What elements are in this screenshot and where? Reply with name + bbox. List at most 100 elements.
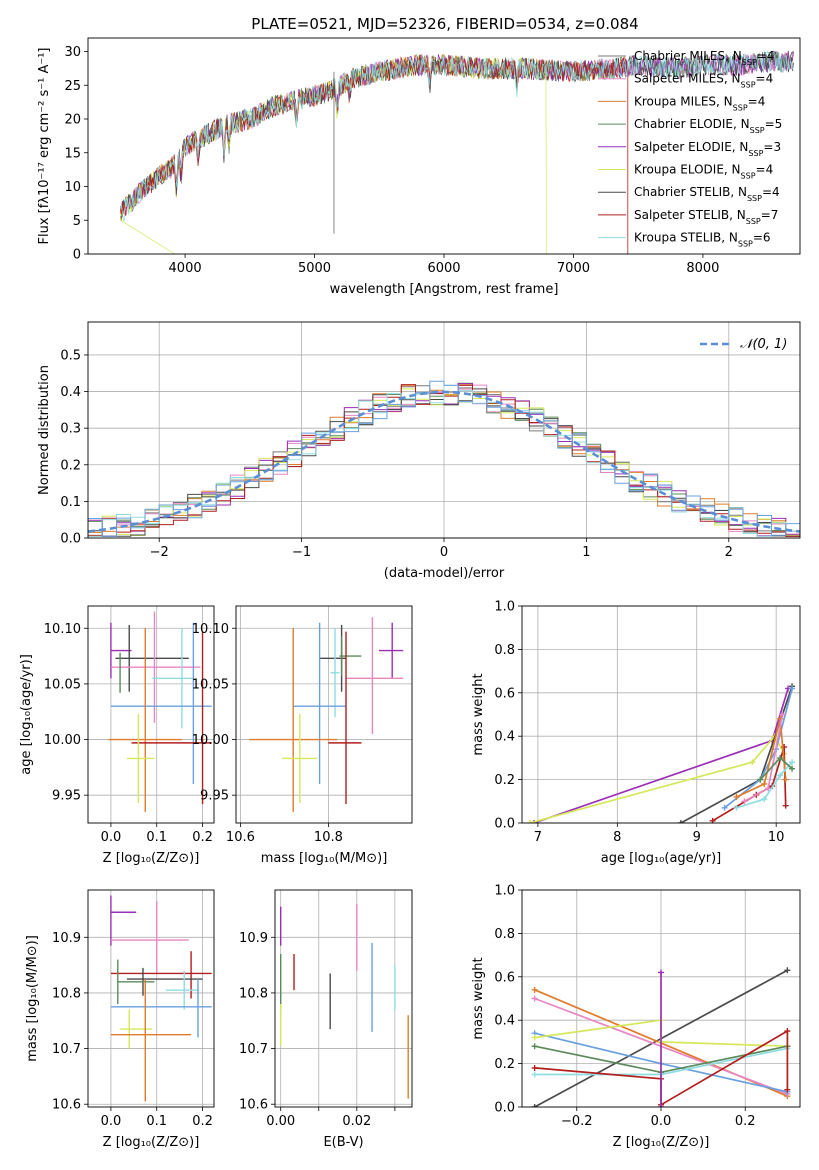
weight-marker [677, 820, 684, 823]
errorbar-point [249, 628, 338, 812]
y-tick-label: 0.0 [60, 532, 81, 547]
y-tick-label: 0.2 [494, 773, 515, 788]
axes-frame [87, 605, 215, 824]
weight-marker [782, 802, 789, 809]
spectrum-lines [120, 49, 794, 254]
y-tick-label: 30 [64, 45, 81, 60]
age_vs_Z-points [108, 611, 212, 812]
figure-title: PLATE=0521, MJD=52326, FIBERID=0534, z=0… [251, 15, 638, 33]
weight-line [736, 718, 787, 798]
errorbar-point [293, 622, 346, 785]
errorbar-point [339, 636, 362, 677]
legend-label: Salpeter MILES, NSSP=4 [634, 72, 773, 90]
weight-marker [721, 804, 728, 811]
legend-label: Kroupa STELIB, NSSP=6 [634, 231, 771, 249]
x-tick-label: 0.2 [192, 1114, 213, 1129]
y-tick-label: 10.6 [52, 1098, 81, 1113]
x-axis-label: E(B-V) [323, 1135, 363, 1150]
axes-frame [521, 889, 801, 1108]
weight-marker [761, 780, 768, 787]
spectrum-series-line [120, 53, 629, 254]
weight-marker [658, 969, 664, 976]
x-tick-label: 0.0 [651, 1114, 672, 1129]
x-tick-label: 0.1 [146, 830, 167, 845]
axes-frame [521, 605, 801, 824]
y-tick-label: 0.4 [494, 1014, 515, 1029]
errorbar-point [110, 979, 212, 1038]
x-axis-label: Z [log₁₀(Z/Z⊙)] [103, 851, 200, 866]
x-tick-label: −0.2 [561, 1114, 593, 1129]
y-tick-label: 1.0 [494, 600, 515, 615]
weight-marker [757, 776, 764, 783]
y-tick-label: 0.8 [494, 927, 515, 942]
x-axis-label: (data-model)/error [384, 566, 505, 581]
x-tick-label: 0 [440, 545, 448, 560]
y-tick-label: 10.9 [239, 931, 268, 946]
x-tick-label: 5000 [298, 261, 331, 276]
errorbar-point [115, 624, 189, 692]
legend-label: Salpeter STELIB, NSSP=7 [634, 208, 778, 226]
errorbar-point [379, 622, 404, 679]
age_vs_Z-axes: 0.0 0.1 0.2 9.95 10.00 10.05 10.10 Z [log₁₀(Z/Z… [19, 605, 215, 866]
spectrum-series-line [120, 54, 629, 254]
y-tick-label: 10.9 [52, 931, 81, 946]
legend-label: Kroupa MILES, NSSP=4 [634, 94, 765, 112]
errorbar-point [110, 895, 137, 946]
age_vs_mass-axes: 10.6 10.8 9.95 10.00 10.05 10.10 mass [log₁₀(M… [192, 605, 413, 866]
y-tick-label: 10.00 [44, 733, 81, 748]
x-axis-label: Z [log₁₀(Z/Z⊙)] [103, 1135, 200, 1150]
y-tick-label: 9.95 [200, 789, 229, 804]
y-tick-label: 0.6 [494, 970, 515, 985]
weight-marker [789, 765, 796, 772]
y-tick-label: 10.8 [52, 986, 81, 1001]
x-tick-label: 6000 [427, 261, 460, 276]
weight-marker [531, 995, 538, 1002]
y-tick-label: 10.10 [192, 622, 229, 637]
y-tick-label: 0.0 [494, 817, 515, 832]
x-tick-label: 9 [693, 830, 701, 845]
x-tick-label: 10.6 [226, 830, 255, 845]
weight_vs_age-lines [526, 683, 796, 823]
errorbar-point [117, 959, 155, 1005]
mass_vs_ebv-axes: 0.00 0.02 10.6 10.7 10.8 10.9 E(B-V) [239, 889, 413, 1150]
x-tick-label: 10.8 [314, 830, 343, 845]
x-axis-label: mass [log₁₀(M/M⊙)] [261, 851, 388, 866]
y-tick-label: 0.3 [60, 422, 81, 437]
legend-label: Chabrier STELIB, NSSP=4 [634, 185, 780, 203]
weight-marker [749, 759, 756, 766]
x-tick-label: 8 [613, 830, 621, 845]
weight-marker [779, 711, 786, 718]
errorbar-point [110, 979, 192, 1102]
legend-label: Chabrier ELODIE, NSSP=5 [634, 117, 782, 135]
weight-marker [789, 759, 796, 766]
x-tick-label: 0.2 [735, 1114, 756, 1129]
y-tick-label: 1.0 [494, 884, 515, 899]
weight-marker [531, 1043, 538, 1050]
weight-marker [789, 685, 796, 692]
weight-marker [531, 1034, 538, 1041]
weight-marker [741, 798, 748, 805]
y-tick-label: 25 [64, 79, 81, 94]
errorbar-point [110, 951, 212, 999]
y-tick-label: 10.05 [44, 677, 81, 692]
x-tick-label: 0.00 [266, 1114, 295, 1129]
errorbar-point [346, 617, 404, 734]
weight-marker [777, 772, 784, 779]
weight-line [529, 734, 785, 823]
spectrum-series-line [120, 49, 794, 222]
x-tick-label: 4000 [169, 261, 202, 276]
y-axis-label: Flux [fλ10⁻¹⁷ erg cm⁻² s⁻¹ A⁻¹] [37, 48, 52, 245]
y-tick-label: 0.2 [60, 458, 81, 473]
y-axis-label: age [log₁₀(age/yr)] [19, 654, 34, 775]
y-tick-label: 0.0 [494, 1101, 515, 1116]
y-tick-label: 10.8 [239, 986, 268, 1001]
y-tick-label: 20 [64, 113, 81, 128]
x-tick-label: 10 [768, 830, 785, 845]
x-tick-label: 7 [534, 830, 542, 845]
spectrum-legend: Chabrier MILES, NSSP=4 Salpeter MILES, NS… [598, 49, 782, 248]
weight-marker [761, 796, 768, 803]
y-tick-label: 5 [73, 214, 81, 229]
weight-marker [531, 1064, 538, 1071]
y-tick-label: 0.6 [494, 686, 515, 701]
